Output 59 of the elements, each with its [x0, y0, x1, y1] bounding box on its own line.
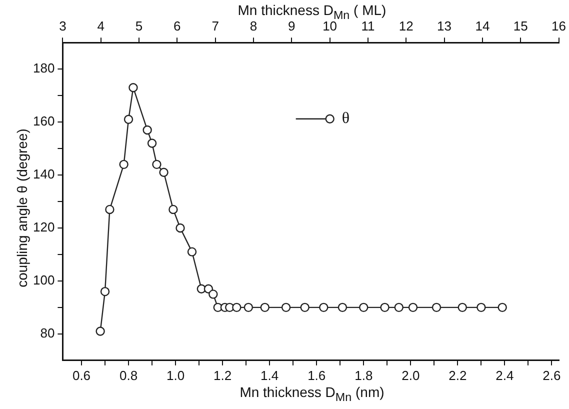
- x-tick-label: 2.4: [496, 368, 514, 383]
- x2-tick-label: 3: [59, 18, 66, 34]
- x2-tick-label: 5: [135, 18, 143, 34]
- x-tick-label: 1.0: [166, 368, 185, 383]
- x-axis-title: Mn thickness D$_{Mn}$ (nm): [238, 384, 386, 404]
- x-tick-label: 2.0: [402, 368, 420, 383]
- point: [260, 302, 270, 312]
- x2-tick-label: 4: [97, 18, 104, 34]
- point: [105, 204, 114, 214]
- point: [281, 302, 291, 312]
- x2-tick-label: 13: [437, 18, 452, 34]
- x2-tick-label: 6: [174, 18, 181, 34]
- point: [232, 302, 242, 312]
- point: [338, 302, 348, 312]
- legend-label: θ: [342, 110, 350, 128]
- point: [432, 302, 442, 312]
- x-tick-label: 0.6: [72, 368, 91, 383]
- point: [159, 168, 168, 177]
- x-tick-label: 0.8: [119, 368, 138, 383]
- y-tick-label: 180: [32, 60, 55, 76]
- point: [128, 83, 138, 92]
- x-tick-label: 1.2: [214, 368, 232, 383]
- point: [147, 138, 157, 148]
- point: [408, 302, 418, 312]
- point: [458, 302, 467, 312]
- point: [119, 160, 128, 170]
- point: [498, 302, 507, 312]
- x-tick-label: 1.8: [354, 368, 373, 383]
- y-tick-label: 160: [32, 114, 55, 129]
- point: [394, 302, 404, 312]
- y-axis-title: coupling angle θ (degree): [14, 128, 30, 290]
- x2-tick-label: 16: [552, 18, 566, 34]
- y-tick-label: 100: [32, 272, 55, 288]
- y-tick-label: 140: [32, 166, 55, 182]
- point: [176, 223, 185, 233]
- point: [359, 302, 368, 312]
- x2-tick-label: 14: [475, 18, 490, 34]
- point: [208, 290, 218, 299]
- point: [300, 302, 310, 312]
- x2-tick-label: 15: [513, 18, 528, 34]
- x-tick-label: 2.6: [542, 368, 561, 383]
- point: [380, 302, 390, 312]
- x-tick-label: 1.4: [260, 368, 279, 383]
- x-tick-label: 2.2: [448, 368, 467, 383]
- y-tick-label: 80: [40, 325, 55, 340]
- point: [168, 204, 178, 214]
- point: [476, 302, 486, 312]
- point: [152, 160, 162, 170]
- x2-tick-label: 12: [398, 18, 414, 34]
- x-tick-label: 1.6: [308, 368, 326, 383]
- point: [187, 247, 197, 256]
- y-tick-label: 120: [32, 220, 55, 235]
- point: [319, 302, 328, 312]
- point: [124, 114, 134, 124]
- point: [100, 286, 110, 296]
- point: [96, 326, 105, 336]
- point: [244, 302, 254, 312]
- x2-tick-label: 7: [212, 18, 219, 34]
- point: [142, 125, 152, 135]
